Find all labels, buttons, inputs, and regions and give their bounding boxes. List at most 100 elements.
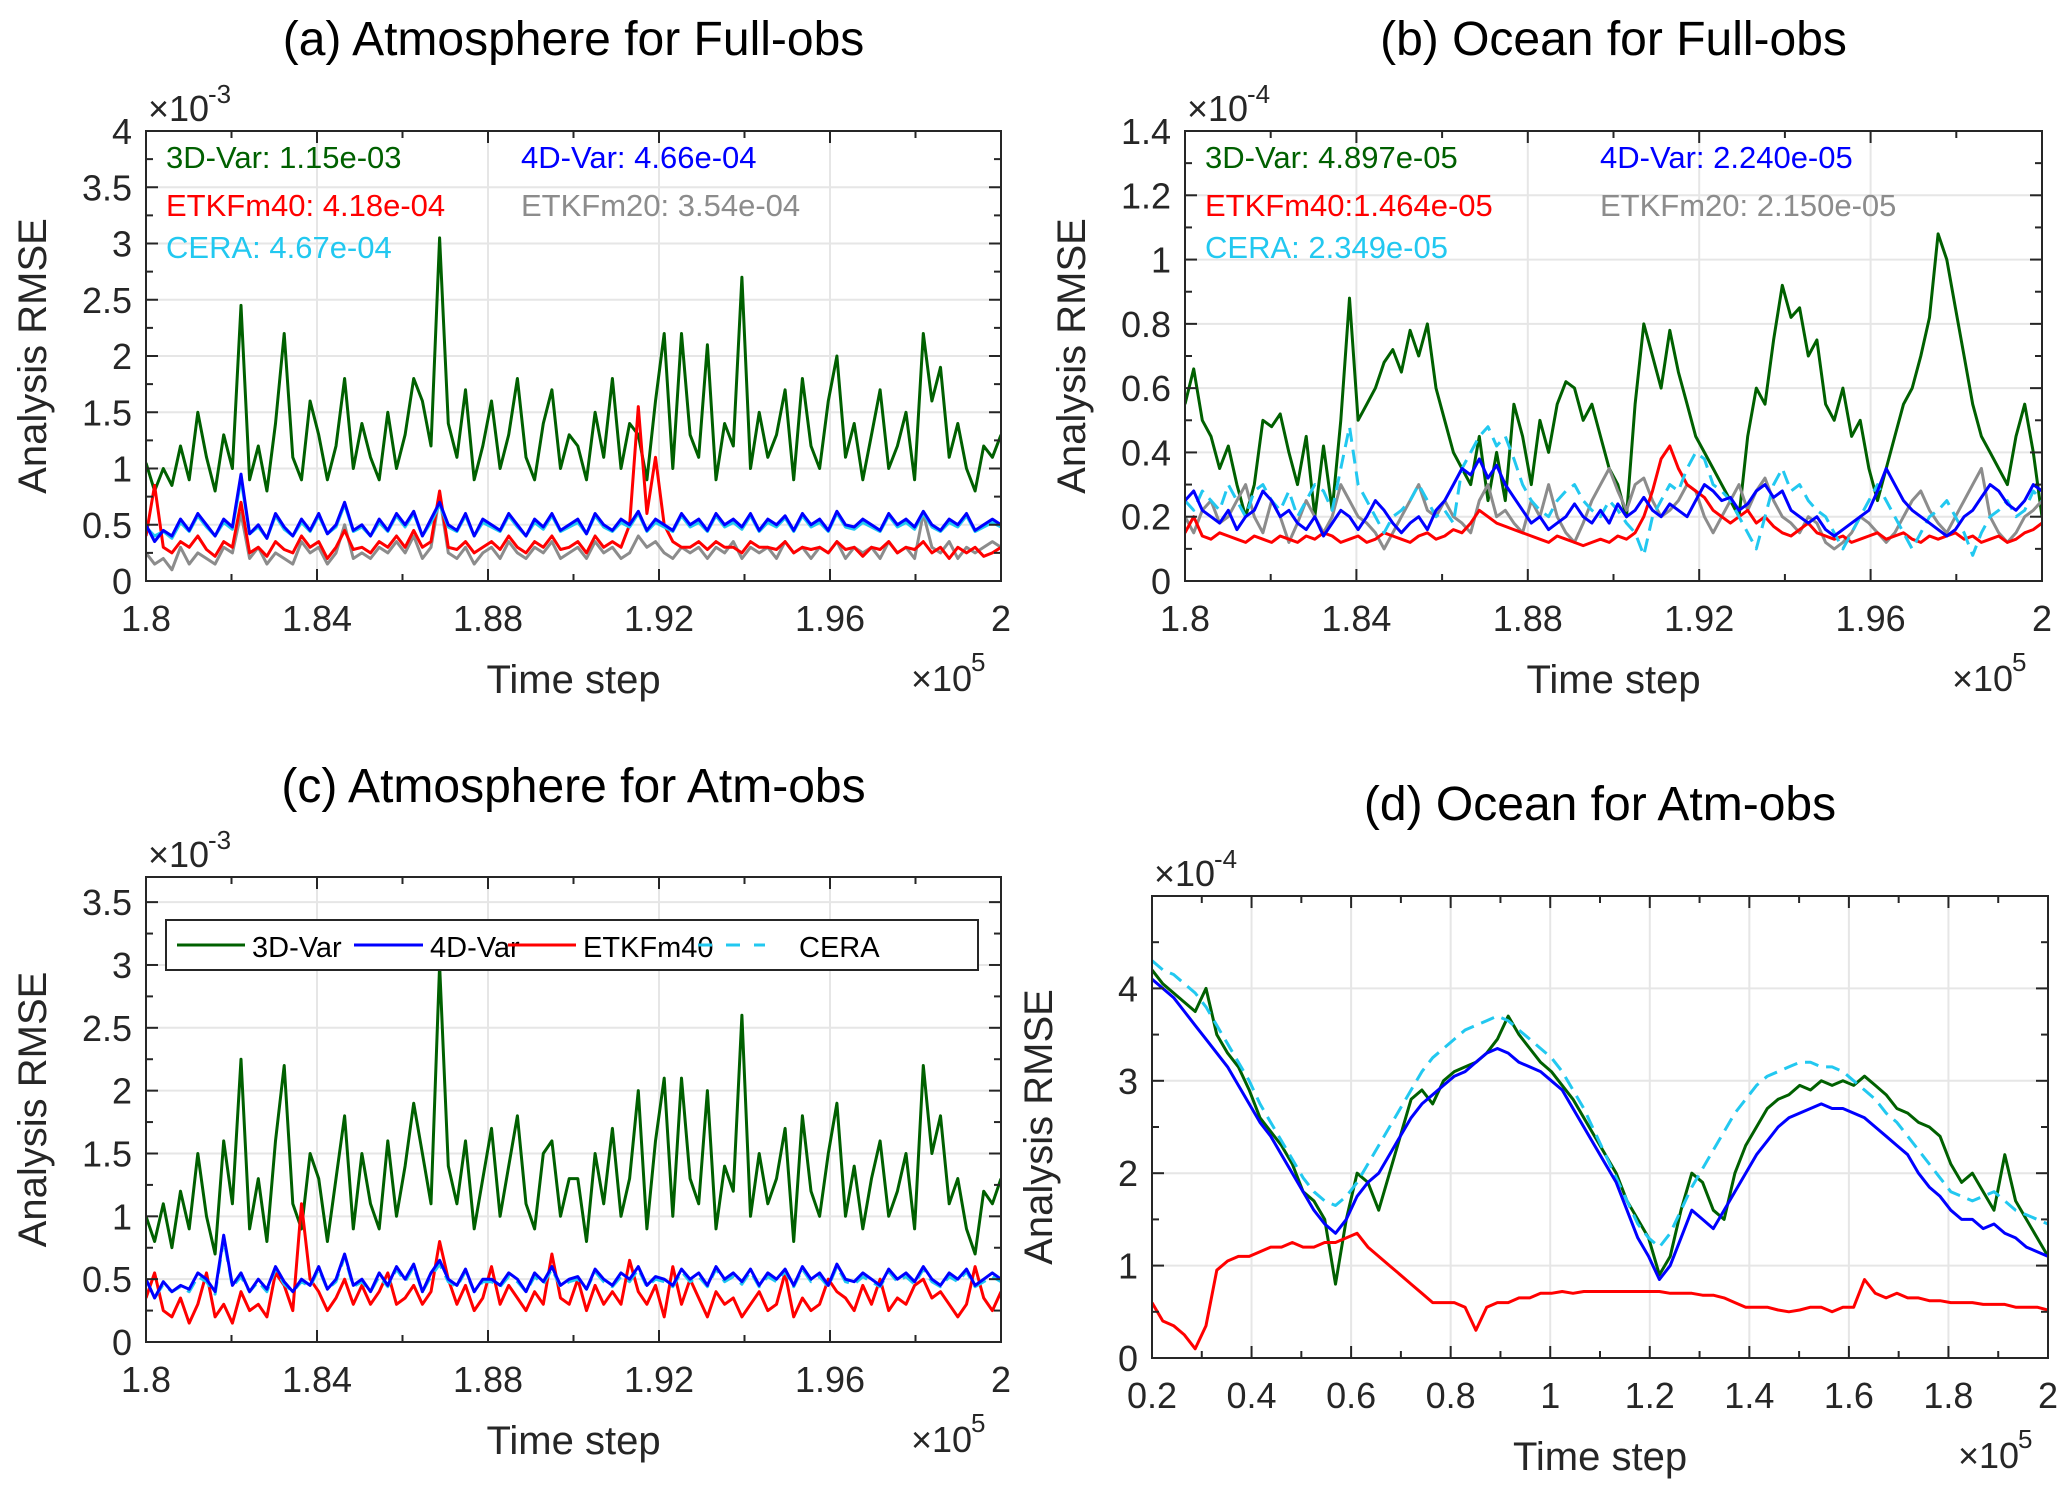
legend: 3D-Var 4D-Var ETKFm40 CERA bbox=[165, 919, 979, 971]
x-exponent: 5 bbox=[2012, 647, 2026, 677]
panel-title: (a) Atmosphere for Full-obs bbox=[283, 13, 865, 66]
y-multiplier: ×10 bbox=[1187, 88, 1248, 129]
y-tick-label: 1 bbox=[112, 1196, 132, 1237]
panel-title: (d) Ocean for Atm-obs bbox=[1364, 778, 1836, 831]
y-tick-label: 1 bbox=[1118, 1246, 1138, 1287]
y-multiplier: ×10 bbox=[148, 834, 209, 875]
y-exponent: -3 bbox=[208, 825, 231, 855]
annotation-4d-var: 4D-Var: 2.240e-05 bbox=[1600, 140, 1853, 175]
x-tick-label: 2 bbox=[2038, 1375, 2058, 1416]
x-tick-label: 1.96 bbox=[1836, 598, 1906, 639]
x-tick-label: 1.8 bbox=[1923, 1375, 1973, 1416]
x-multiplier: ×10 bbox=[911, 1419, 972, 1460]
y-tick-label: 4 bbox=[112, 111, 132, 152]
y-tick-label: 1.4 bbox=[1121, 111, 1171, 152]
y-tick-label: 3 bbox=[112, 224, 132, 265]
series-line-4d-var bbox=[146, 472, 1001, 544]
x-tick-label: 1.84 bbox=[282, 598, 352, 639]
panel-title: (c) Atmosphere for Atm-obs bbox=[281, 760, 865, 813]
y-tick-label: 0 bbox=[1118, 1338, 1138, 1379]
y-tick-label: 3.5 bbox=[82, 167, 132, 208]
y-exponent: -4 bbox=[1247, 79, 1270, 109]
y-tick-label: 1.5 bbox=[82, 1133, 132, 1174]
annotation-etkfm20: ETKFm20: 3.54e-04 bbox=[521, 188, 800, 223]
annotation-3d-var: 3D-Var: 4.897e-05 bbox=[1205, 140, 1458, 175]
y-tick-label: 1 bbox=[1151, 240, 1171, 281]
y-tick-label: 0 bbox=[1151, 561, 1171, 602]
panel-title: (b) Ocean for Full-obs bbox=[1380, 13, 1847, 66]
y-tick-label: 1 bbox=[112, 449, 132, 490]
annotation-cera: CERA: 2.349e-05 bbox=[1205, 230, 1448, 265]
series-line-3d-var bbox=[1185, 232, 2042, 519]
x-exponent: 5 bbox=[971, 647, 985, 677]
x-multiplier: ×10 bbox=[1958, 1435, 2019, 1476]
annotation-etkfm40: ETKFm40: 4.18e-04 bbox=[166, 188, 445, 223]
x-tick-label: 1.88 bbox=[453, 1359, 523, 1400]
legend-label-cera: CERA bbox=[799, 932, 880, 964]
series-group bbox=[1185, 232, 2042, 557]
y-tick-label: 2 bbox=[112, 1071, 132, 1112]
y-multiplier: ×10 bbox=[1154, 853, 1215, 894]
x-tick-label: 1.92 bbox=[624, 598, 694, 639]
y-tick-label: 0.6 bbox=[1121, 368, 1171, 409]
x-tick-label: 0.6 bbox=[1326, 1375, 1376, 1416]
x-tick-label: 2 bbox=[991, 1359, 1011, 1400]
series-line-cera bbox=[1152, 959, 2048, 1249]
series-line-4d-var bbox=[1185, 457, 2042, 538]
y-tick-label: 1.5 bbox=[82, 392, 132, 433]
x-tick-label: 0.4 bbox=[1227, 1375, 1277, 1416]
panel-c: (c) Atmosphere for Atm-obs 1.8 1.84 1.88 1.9… bbox=[11, 760, 1011, 1463]
series-line-4d-var bbox=[1152, 978, 2048, 1281]
y-tick-label: 2.5 bbox=[82, 1008, 132, 1049]
y-tick-label: 0.5 bbox=[82, 505, 132, 546]
grid bbox=[1185, 131, 2042, 581]
series-line-etkfm20 bbox=[146, 495, 1001, 572]
x-tick-label: 1.92 bbox=[624, 1359, 694, 1400]
x-tick-label: 1.8 bbox=[121, 598, 171, 639]
series-line-3d-var bbox=[1152, 968, 2048, 1286]
y-tick-label: 2 bbox=[1118, 1153, 1138, 1194]
series-group bbox=[146, 963, 1001, 1325]
panel-a: (a) Atmosphere for Full-obs 1.8 1.84 1.88 1.… bbox=[11, 13, 1011, 702]
series-line-etkfm40 bbox=[1152, 1231, 2048, 1351]
axes-box bbox=[1151, 895, 2049, 1359]
x-tick-label: 1.88 bbox=[1493, 598, 1563, 639]
series-group bbox=[146, 236, 1001, 572]
x-tick-label: 1.96 bbox=[795, 1359, 865, 1400]
series-line-4d-var bbox=[146, 1233, 1001, 1300]
legend-label-4d-var: 4D-Var bbox=[430, 932, 520, 964]
x-axis-label: Time step bbox=[486, 1419, 660, 1463]
series-line-3d-var bbox=[146, 963, 1001, 1256]
y-multiplier: ×10 bbox=[148, 88, 209, 129]
series-line-etkfm40 bbox=[146, 405, 1001, 560]
x-tick-label: 1.84 bbox=[282, 1359, 352, 1400]
y-tick-label: 3 bbox=[112, 945, 132, 986]
x-tick-label: 1.8 bbox=[1160, 598, 1210, 639]
y-tick-label: 0 bbox=[112, 561, 132, 602]
y-tick-label: 4 bbox=[1118, 968, 1138, 1009]
x-axis-label: Time step bbox=[486, 658, 660, 702]
y-tick-label: 0 bbox=[112, 1322, 132, 1363]
y-tick-label: 3 bbox=[1118, 1061, 1138, 1102]
y-tick-label: 0.4 bbox=[1121, 432, 1171, 473]
x-tick-label: 1.2 bbox=[1625, 1375, 1675, 1416]
x-exponent: 5 bbox=[2018, 1424, 2032, 1454]
x-tick-label: 1.92 bbox=[1664, 598, 1734, 639]
y-tick-label: 1.2 bbox=[1121, 175, 1171, 216]
x-axis-label: Time step bbox=[1526, 658, 1700, 702]
y-tick-label: 0.8 bbox=[1121, 304, 1171, 345]
x-tick-label: 1.8 bbox=[121, 1359, 171, 1400]
x-tick-label: 1.6 bbox=[1824, 1375, 1874, 1416]
annotation-cera: CERA: 4.67e-04 bbox=[166, 230, 392, 265]
x-tick-label: 2 bbox=[2032, 598, 2052, 639]
x-multiplier: ×10 bbox=[911, 658, 972, 699]
y-axis-label: Analysis RMSE bbox=[1050, 218, 1094, 494]
y-tick-label: 0.2 bbox=[1121, 497, 1171, 538]
x-tick-label: 0.8 bbox=[1426, 1375, 1476, 1416]
series-line-cera bbox=[1185, 425, 2042, 557]
legend-label-etkfm40: ETKFm40 bbox=[583, 932, 714, 964]
x-tick-label: 1.96 bbox=[795, 598, 865, 639]
y-axis-label: Analysis RMSE bbox=[11, 218, 55, 494]
panel-b: (b) Ocean for Full-obs 1.8 1.84 1.88 1.92 1.9… bbox=[1050, 13, 2052, 702]
